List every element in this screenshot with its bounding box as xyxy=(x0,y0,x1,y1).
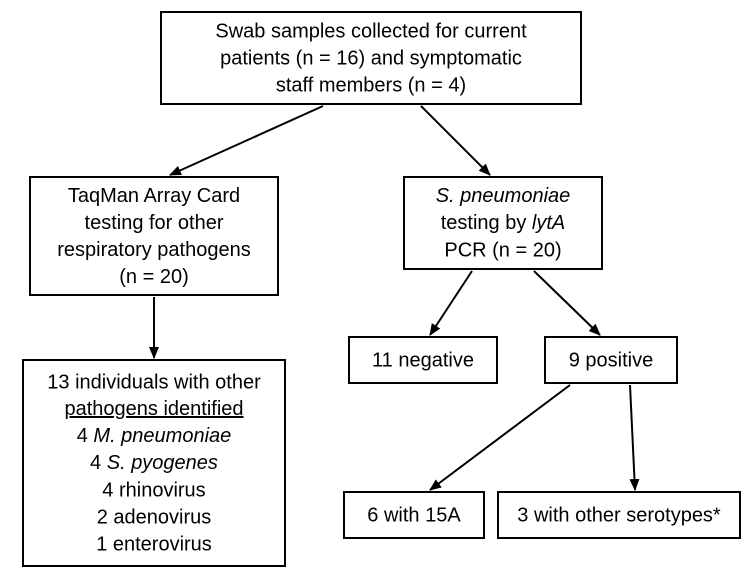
node-lyta-line-0: S. pneumoniae xyxy=(436,185,571,207)
node-pathogens-line-3: 4 S. pyogenes xyxy=(90,452,218,474)
edge-lyta-neg xyxy=(430,271,472,335)
flowchart-canvas: Swab samples collected for current patien… xyxy=(0,0,750,583)
edge-root-taqman xyxy=(170,106,323,175)
node-pathogens-line-1: pathogens identified xyxy=(64,398,243,420)
edge-root-lyta xyxy=(421,106,490,175)
node-root: Swab samples collected for current patien… xyxy=(161,12,581,104)
node-root-line-2: staff members (n = 4) xyxy=(276,74,466,96)
node-root-line-1: patients (n = 16) and symptomatic xyxy=(220,47,522,69)
node-taqman-line-1: testing for other xyxy=(85,212,224,234)
node-taqman-line-3: (n = 20) xyxy=(119,266,188,288)
node-other: 3 with other serotypes* xyxy=(498,492,740,538)
edge-lyta-pos xyxy=(534,271,600,335)
node-pathogens-line-4: 4 rhinovirus xyxy=(102,479,205,501)
edge-pos-other xyxy=(630,385,635,490)
node-lyta: S. pneumoniae testing by lytA PCR (n = 20) xyxy=(404,177,602,269)
node-s15a-line-0: 6 with 15A xyxy=(367,504,461,526)
node-root-line-0: Swab samples collected for current xyxy=(215,20,527,42)
node-pathogens-line-2: 4 M. pneumoniae xyxy=(77,425,232,447)
node-lyta-line-1: testing by lytA xyxy=(441,212,566,234)
node-pathogens-line-6: 1 enterovirus xyxy=(96,533,212,555)
node-neg-line-0: 11 negative xyxy=(372,349,474,371)
edge-pos-s15a xyxy=(430,385,570,490)
node-pathogens-line-5: 2 adenovirus xyxy=(97,506,212,528)
node-pathogens: 13 individuals with other pathogens ident… xyxy=(23,360,285,566)
node-taqman-line-0: TaqMan Array Card xyxy=(68,185,240,207)
node-pos: 9 positive xyxy=(545,337,677,383)
node-other-line-0: 3 with other serotypes* xyxy=(517,504,721,526)
node-s15a: 6 with 15A xyxy=(344,492,484,538)
node-neg: 11 negative xyxy=(349,337,497,383)
node-lyta-line-2: PCR (n = 20) xyxy=(444,239,561,261)
node-pos-line-0: 9 positive xyxy=(569,349,654,371)
node-taqman-line-2: respiratory pathogens xyxy=(57,239,250,261)
node-pathogens-line-0: 13 individuals with other xyxy=(47,371,261,393)
node-taqman: TaqMan Array Card testing for other respir… xyxy=(30,177,278,295)
